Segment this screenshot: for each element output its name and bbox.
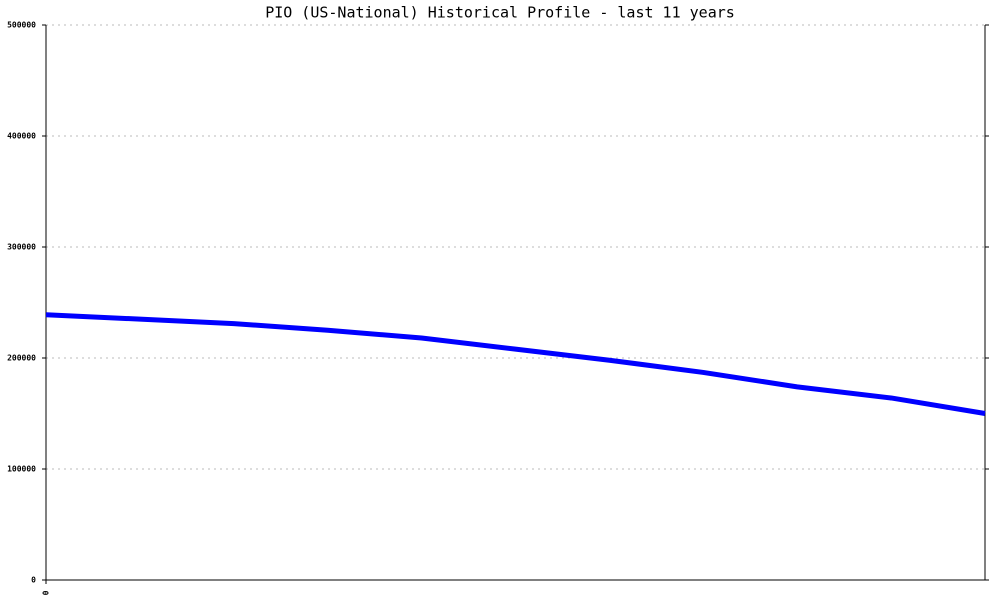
y-tick-label: 100000 [7,465,36,474]
chart-title: PIO (US-National) Historical Profile - l… [265,4,735,22]
y-tick-label: 500000 [7,21,36,30]
x-tick-label: 0 [42,590,51,595]
y-tick-label: 400000 [7,132,36,141]
y-tick-label: 200000 [7,354,36,363]
data-line [45,312,986,416]
y-tick-label: 0 [31,576,36,585]
y-tick-label: 300000 [7,243,36,252]
